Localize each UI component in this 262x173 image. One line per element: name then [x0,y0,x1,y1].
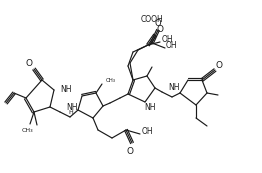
Text: NH: NH [60,84,72,93]
Text: O: O [127,147,134,156]
Text: OH: OH [141,126,153,135]
Text: COOH: COOH [141,16,163,25]
Text: OH: OH [161,35,173,44]
Text: NH: NH [66,102,78,112]
Text: NH: NH [168,84,180,93]
Text: CH₃: CH₃ [106,79,116,84]
Text: OH: OH [165,42,177,51]
Text: O: O [155,20,161,29]
Text: H: H [69,111,73,116]
Text: O: O [25,58,32,67]
Text: NH: NH [144,103,156,112]
Text: O: O [216,61,222,70]
Text: CH₃: CH₃ [21,128,33,133]
Text: O: O [156,25,163,34]
